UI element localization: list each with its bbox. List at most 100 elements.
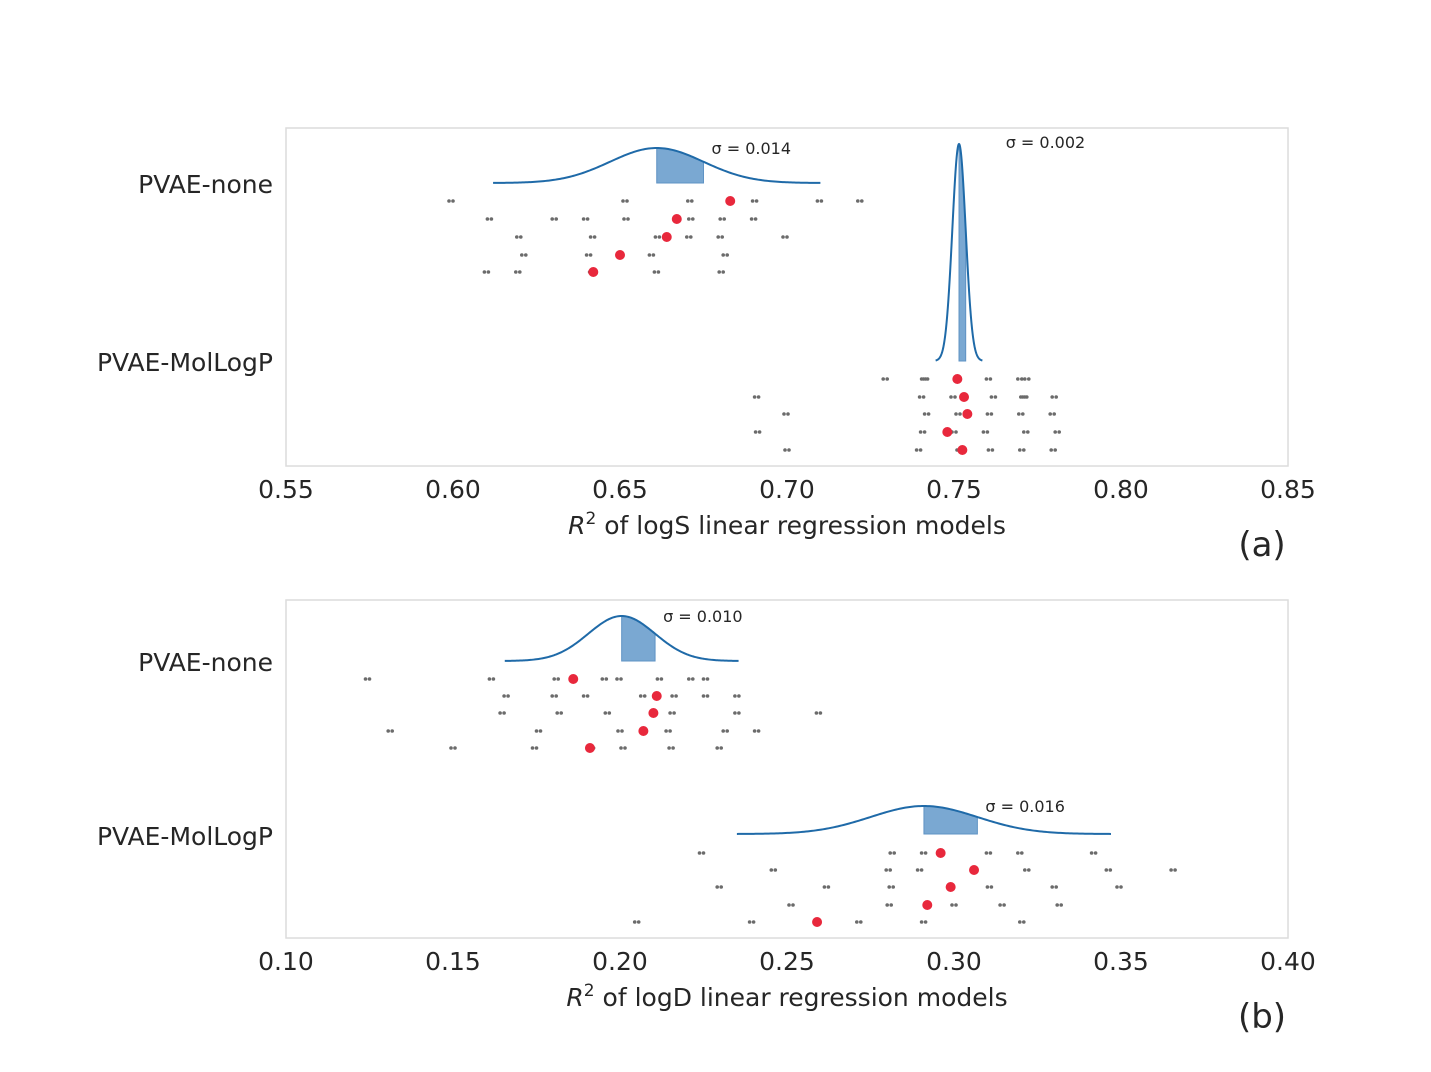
mean-point: [725, 196, 736, 206]
panel-a: σ = 0.014 σ = 0.002 PVAE-none PVAE-MolLog…: [97, 127, 1316, 565]
sample-point: [451, 199, 455, 203]
sample-point: [819, 199, 824, 203]
sample-point: [953, 395, 957, 399]
sample-point: [984, 377, 989, 381]
sample-point: [885, 377, 889, 381]
sample-point: [1108, 868, 1113, 872]
sample-point: [919, 920, 924, 924]
sample-point: [690, 199, 694, 203]
sample-point: [604, 677, 609, 681]
sample-point: [670, 694, 674, 698]
sample-point: [791, 903, 795, 907]
sample-point: [981, 430, 986, 434]
sample-point: [592, 235, 597, 239]
sample-point: [756, 729, 761, 733]
sample-point: [1173, 868, 1177, 872]
mean-point: [935, 848, 946, 858]
mean-point: [959, 392, 970, 402]
sample-point: [1023, 377, 1027, 381]
sample-point: [984, 851, 989, 855]
sample-point: [447, 199, 451, 203]
sample-point: [619, 746, 623, 750]
x-tick-label: 0.30: [926, 947, 982, 976]
sample-point: [1023, 395, 1027, 399]
sample-point: [691, 217, 695, 221]
sample-point: [1089, 851, 1094, 855]
sample-point: [988, 851, 993, 855]
x-axis-label: R2 of logS linear regression models: [568, 509, 1006, 540]
x-tick-label: 0.25: [759, 947, 815, 976]
plot-frame: [285, 127, 1289, 467]
sample-point: [554, 217, 558, 221]
sample-point: [664, 729, 668, 733]
sample-point: [671, 746, 675, 750]
sample-point: [918, 430, 923, 434]
sample-point: [989, 885, 994, 889]
sample-point: [491, 677, 496, 681]
mean-point: [615, 250, 625, 260]
sample-point: [922, 412, 927, 416]
sample-point: [787, 903, 791, 907]
sample-point: [685, 235, 689, 239]
sample-point: [588, 253, 593, 257]
sample-point: [1053, 448, 1057, 452]
sample-point: [717, 270, 721, 274]
sample-point: [737, 694, 741, 698]
sample-point: [1104, 868, 1109, 872]
sample-point: [814, 711, 819, 715]
sample-point: [725, 729, 729, 733]
distribution-curve: [493, 146, 821, 184]
sample-point: [988, 377, 993, 381]
sample-point: [884, 868, 888, 872]
sample-point: [506, 694, 510, 698]
sample-point: [998, 903, 1002, 907]
sample-point: [485, 217, 490, 221]
sample-point: [826, 885, 831, 889]
sample-point: [891, 885, 895, 889]
sample-point: [752, 395, 757, 399]
sample-point: [922, 430, 927, 434]
sample-point: [1059, 903, 1063, 907]
sample-point: [715, 746, 719, 750]
sample-point: [1052, 412, 1056, 416]
sample-point: [363, 677, 368, 681]
mean-point: [922, 900, 933, 910]
sample-point: [1115, 885, 1119, 889]
sample-point: [1020, 851, 1024, 855]
sample-point: [588, 235, 593, 239]
distribution-curve: [935, 142, 983, 362]
sample-point: [889, 903, 893, 907]
sample-point: [615, 677, 619, 681]
mean-point: [568, 674, 579, 684]
sample-point: [752, 729, 757, 733]
points-layer: [447, 196, 1061, 455]
sample-point: [1021, 412, 1025, 416]
sample-point: [917, 395, 922, 399]
sample-point: [651, 253, 656, 257]
sample-point: [1049, 448, 1053, 452]
sample-point: [520, 253, 524, 257]
sample-point: [686, 199, 690, 203]
sample-point: [585, 217, 590, 221]
sample-point: [653, 235, 658, 239]
sample-point: [449, 746, 453, 750]
sample-point: [919, 377, 924, 381]
mean-point: [942, 427, 953, 437]
sample-point: [989, 412, 994, 416]
sample-point: [667, 746, 671, 750]
sample-point: [556, 677, 560, 681]
sample-point: [722, 217, 726, 221]
mean-point: [588, 267, 599, 277]
sample-point: [989, 395, 994, 399]
sample-point: [985, 430, 990, 434]
sample-point: [822, 885, 827, 889]
sample-point: [1169, 868, 1173, 872]
sample-point: [550, 217, 554, 221]
sample-point: [1057, 430, 1061, 434]
sample-point: [642, 694, 647, 698]
sample-point: [754, 199, 759, 203]
sample-point: [718, 217, 722, 221]
sample-point: [524, 253, 528, 257]
sample-point: [689, 235, 693, 239]
